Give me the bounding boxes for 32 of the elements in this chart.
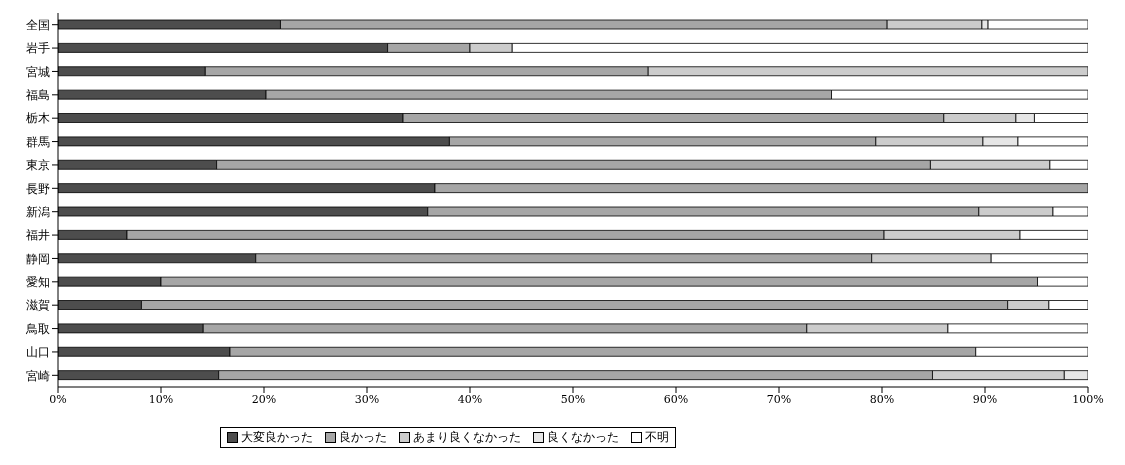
x-tick-label: 90% — [972, 392, 998, 406]
legend-label: あまり良くなかった — [413, 429, 521, 446]
y-tick-label: 鳥取 — [25, 321, 50, 336]
y-tick-label: 東京 — [26, 158, 50, 173]
legend-label: 大変良かった — [241, 429, 313, 446]
y-tick-label: 栃木 — [26, 111, 50, 126]
x-tick-label: 80% — [869, 392, 895, 406]
x-tick-label: 10% — [148, 392, 174, 406]
y-tick-label: 宮城 — [26, 64, 50, 79]
x-tick-label: 20% — [251, 392, 277, 406]
y-tick-label: 宮崎 — [26, 368, 50, 383]
y-tick-label: 全国 — [26, 17, 50, 32]
x-tick-label: 0% — [49, 392, 67, 406]
y-tick-label: 福島 — [26, 88, 50, 103]
y-tick-label: 新潟 — [26, 204, 50, 219]
legend-label: 良かった — [339, 429, 387, 446]
y-tick-label: 岩手 — [26, 41, 50, 56]
y-tick-label: 福井 — [26, 228, 50, 243]
x-tick-label: 100% — [1072, 392, 1104, 406]
y-tick-label: 山口 — [26, 345, 50, 360]
y-tick-label: 滋賀 — [26, 298, 50, 313]
y-tick-label: 愛知 — [26, 275, 50, 290]
x-tick-label: 60% — [663, 392, 689, 406]
y-tick-label: 長野 — [26, 181, 50, 196]
legend-label: 不明 — [645, 429, 669, 446]
x-tick-label: 40% — [457, 392, 483, 406]
x-tick-label: 30% — [354, 392, 380, 406]
y-tick-label: 静岡 — [26, 251, 50, 266]
x-tick-label: 50% — [560, 392, 586, 406]
y-tick-label: 群馬 — [26, 134, 50, 149]
legend-label: 良くなかった — [547, 429, 619, 446]
x-tick-label: 70% — [766, 392, 792, 406]
